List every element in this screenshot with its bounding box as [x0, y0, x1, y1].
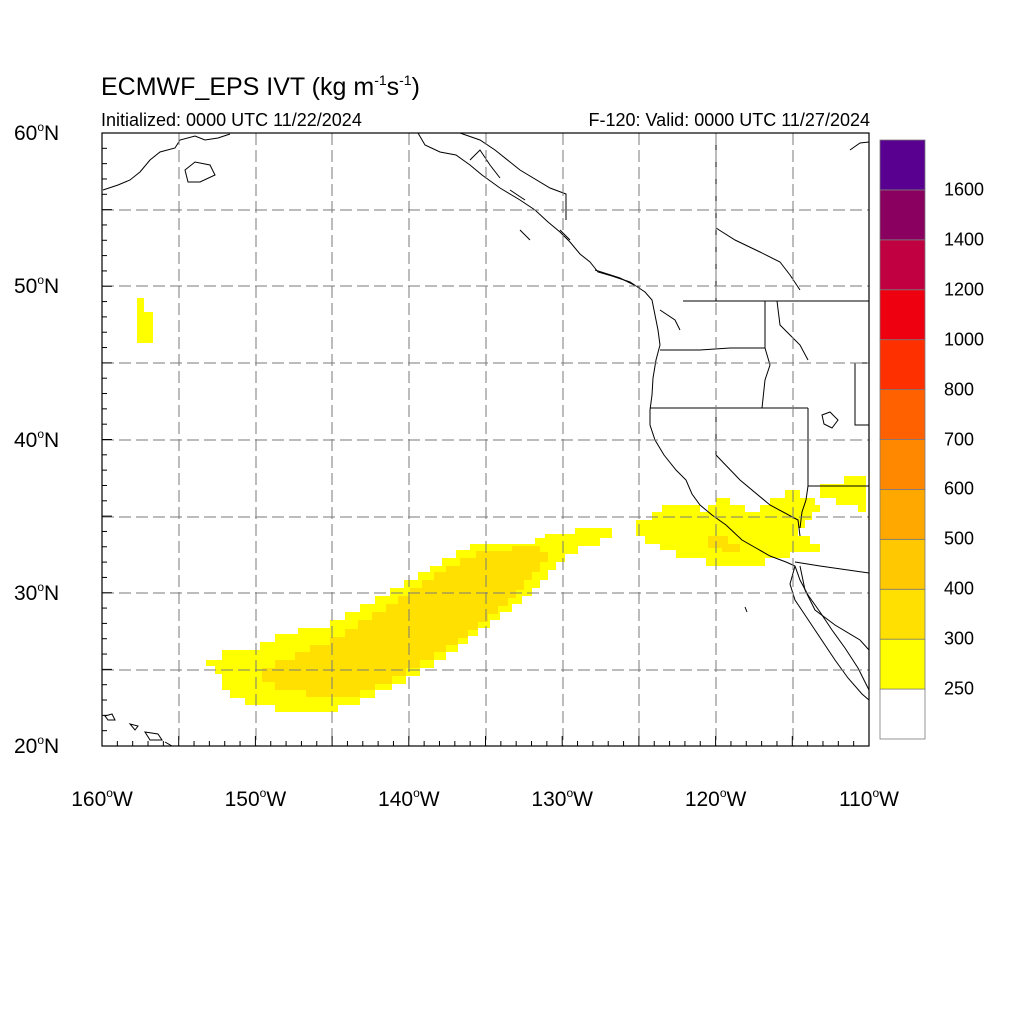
coast-kodiak — [184, 161, 216, 183]
colorbar-bin — [879, 538, 926, 590]
lon-tick-label: 140oW — [378, 786, 440, 811]
ivt-field — [137, 298, 866, 712]
initialized-time: Initialized: 0000 UTC 11/22/2024 — [101, 110, 362, 130]
coast-hudson-plains — [715, 227, 801, 291]
ivt-plume-300 — [262, 546, 548, 697]
island-guadalupe — [744, 606, 748, 613]
lon-tick-label: 120oW — [684, 786, 747, 811]
colorbar-bin — [879, 289, 926, 341]
lat-tick-label: 20oN — [14, 733, 60, 758]
tick-marks — [101, 132, 870, 747]
ivt-socal-250 — [636, 490, 820, 566]
colorbar-bin — [879, 688, 926, 740]
border-baja-sonora — [799, 565, 869, 651]
colorbar-bin — [879, 139, 926, 191]
chart-title: ECMWF_EPS IVT (kg m-1s-1) — [101, 72, 420, 101]
colorbar-tick-label: 400 — [944, 578, 975, 599]
colorbar-tick-label: 500 — [944, 528, 975, 549]
colorbar-bin — [879, 239, 926, 291]
coast-alaska-sw — [102, 133, 231, 191]
colorbar-tick-label: 800 — [944, 379, 975, 400]
coastlines — [102, 133, 869, 746]
lon-tick-label: 160oW — [71, 786, 133, 811]
coast-north-america — [417, 133, 869, 691]
valid-time: F-120: Valid: 0000 UTC 11/27/2024 — [588, 110, 870, 130]
colorbar-tick-label: 250 — [944, 678, 975, 699]
graticule — [102, 133, 869, 746]
colorbar-tick-label: 700 — [944, 429, 975, 449]
colorbar-tick-label: 1200 — [944, 279, 985, 300]
lon-tick-label: 110oW — [839, 786, 899, 811]
coast-baja-west — [789, 565, 869, 701]
colorbar-bin — [879, 189, 926, 241]
lat-tick-label: 40oN — [14, 426, 60, 452]
colorbar-bin — [879, 638, 926, 690]
coast-hawaii — [104, 713, 173, 746]
ivt-fragment-north — [137, 298, 153, 343]
colorbar-bin — [879, 339, 926, 390]
lat-tick-label: 50oN — [14, 273, 60, 299]
border-or-id — [761, 347, 771, 409]
colorbar-tick-label: 1600 — [944, 179, 985, 200]
ivt-nevada-250 — [820, 476, 866, 512]
border-us-mexico — [794, 561, 869, 574]
border-wa-or — [660, 347, 765, 351]
lon-tick-label: 150oW — [224, 786, 287, 811]
colorbar-bin — [879, 439, 926, 490]
lake-salton — [821, 411, 839, 429]
colorbar-tick-label: 1400 — [944, 229, 985, 250]
border-alaska-canada — [459, 133, 567, 220]
colorbar-bin — [879, 389, 926, 440]
colorbar-tick-label: 1000 — [944, 329, 985, 350]
colorbar-bin — [879, 489, 926, 540]
lat-tick-label: 30oN — [14, 579, 60, 605]
coast-canada-islands — [469, 149, 681, 331]
border-id-wy — [854, 362, 869, 426]
border-id-mt — [776, 300, 809, 361]
colorbar-tick-label: 600 — [944, 478, 975, 499]
colorbar-tick-label: 300 — [944, 628, 975, 649]
colorbar-bin — [879, 588, 926, 640]
lat-tick-label: 60oN — [14, 120, 60, 145]
border-az-nv — [799, 485, 809, 529]
coast-nw-top — [849, 141, 869, 151]
colorbar — [879, 139, 926, 740]
lon-tick-label: 130oW — [531, 786, 593, 811]
